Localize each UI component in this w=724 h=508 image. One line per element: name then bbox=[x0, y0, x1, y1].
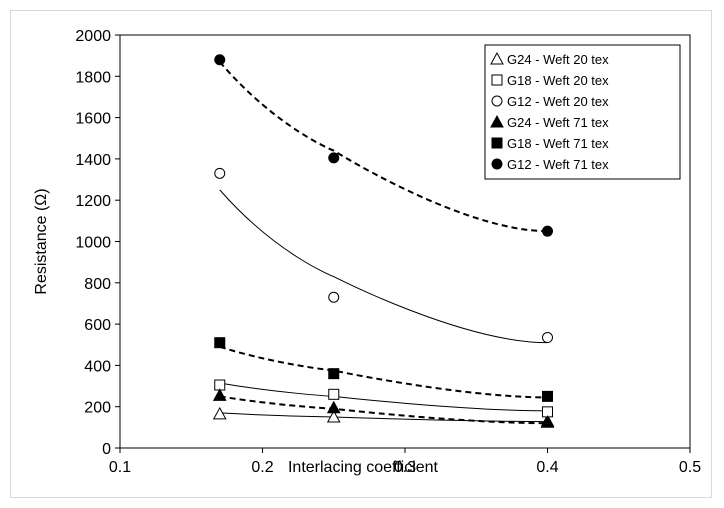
legend-marker-series-3 bbox=[491, 95, 503, 107]
legend-marker-series-1 bbox=[490, 51, 504, 65]
y-tick-label: 600 bbox=[84, 317, 111, 334]
legend-label-series-6: G12 - Weft 71 tex bbox=[507, 157, 609, 172]
y-axis-label: Resistance (Ω) bbox=[33, 188, 50, 294]
x-axis-label: Interlacing coefficient bbox=[288, 459, 439, 476]
y-tick-label: 1200 bbox=[75, 193, 111, 210]
legend: G24 - Weft 20 tex G18 - Weft 20 tex G12 - … bbox=[484, 44, 681, 180]
data-point-series-4 bbox=[326, 400, 341, 414]
y-tick-label: 1400 bbox=[75, 152, 111, 169]
data-point-series-5 bbox=[542, 390, 553, 402]
data-point-series-1 bbox=[212, 406, 227, 420]
data-point-series-3 bbox=[328, 291, 340, 303]
y-tick-label: 2000 bbox=[75, 28, 111, 45]
x-tick-label: 0.3 bbox=[394, 459, 416, 476]
data-point-series-2 bbox=[328, 388, 340, 400]
legend-marker-series-4 bbox=[490, 114, 504, 128]
x-tick-label: 0.4 bbox=[536, 459, 558, 476]
x-tick-label: 0.5 bbox=[679, 459, 701, 476]
legend-marker-series-5 bbox=[491, 137, 503, 149]
data-point-series-6 bbox=[328, 152, 340, 164]
trendline-series-2 bbox=[219, 382, 548, 412]
legend-label-series-4: G24 - Weft 71 tex bbox=[507, 115, 609, 130]
data-point-series-5 bbox=[214, 337, 226, 349]
y-tick-label: 1000 bbox=[75, 235, 111, 252]
y-tick-label: 1800 bbox=[75, 69, 111, 86]
y-tick-label: 0 bbox=[102, 441, 111, 458]
trendline-series-5 bbox=[219, 345, 548, 399]
data-point-series-1 bbox=[326, 409, 341, 423]
data-point-series-3 bbox=[542, 332, 553, 344]
trendline-series-4 bbox=[219, 395, 548, 425]
data-points bbox=[212, 54, 555, 428]
x-tick-label: 0.2 bbox=[251, 459, 273, 476]
data-point-series-3 bbox=[214, 167, 226, 179]
trendline-series-3 bbox=[219, 189, 548, 344]
axes: 0.1 0.2 0.3 0.4 0.5 0 200 400 600 800 1000 1200 1400… bbox=[33, 28, 701, 476]
legend-label-series-3: G12 - Weft 20 tex bbox=[507, 94, 609, 109]
trendline-series-6 bbox=[218, 61, 548, 233]
legend-box bbox=[484, 44, 681, 180]
data-point-series-4 bbox=[540, 415, 555, 428]
chart-frame bbox=[10, 10, 712, 498]
y-tick-label: 800 bbox=[84, 276, 111, 293]
y-tick-label: 1600 bbox=[75, 111, 111, 128]
legend-marker-series-6 bbox=[491, 158, 503, 170]
x-tick-label: 0.1 bbox=[109, 459, 131, 476]
data-point-series-6 bbox=[214, 54, 226, 66]
legend-marker-series-2 bbox=[491, 74, 503, 86]
data-point-series-5 bbox=[328, 368, 340, 380]
y-tick-label: 400 bbox=[84, 358, 111, 375]
data-point-series-6 bbox=[542, 225, 553, 237]
y-tick-label: 200 bbox=[84, 400, 111, 417]
legend-label-series-1: G24 - Weft 20 tex bbox=[507, 52, 609, 67]
data-point-series-4 bbox=[212, 388, 227, 401]
legend-label-series-2: G18 - Weft 20 tex bbox=[507, 73, 609, 88]
legend-label-series-5: G18 - Weft 71 tex bbox=[507, 136, 609, 151]
